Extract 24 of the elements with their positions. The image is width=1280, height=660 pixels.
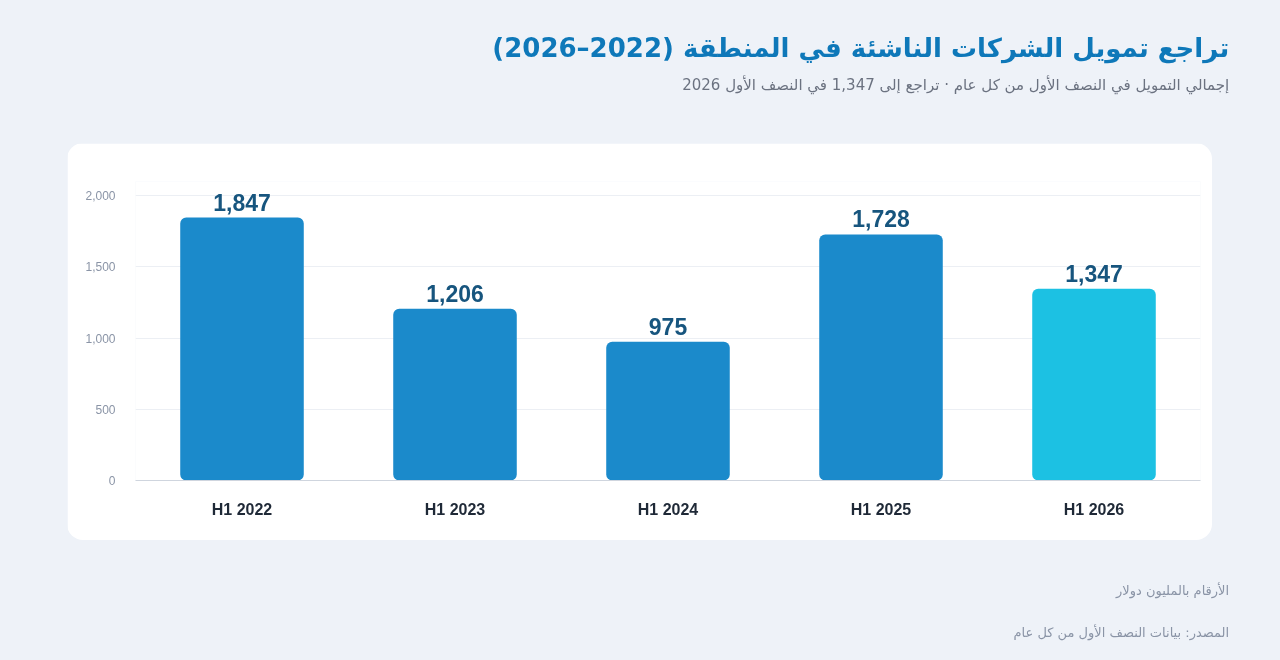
- text: الأرقام بالمليون دولار: [1115, 582, 1230, 599]
- y-tick-label: 1,500: [85, 260, 116, 275]
- y-tick-label: 1,000: [85, 331, 116, 346]
- x-tick-label: H1 2024: [637, 500, 699, 518]
- chart-subtitle: إجمالي التمويل في النصف الأول من كل عام · تراجع إلى 1,347 في النصف الأول 2026: [682, 74, 1230, 95]
- text: المصدر: بيانات النصف الأول من كل عام: [1013, 624, 1230, 641]
- bar: [393, 308, 517, 481]
- bar: [606, 341, 730, 481]
- x-tick-label: H1 2026: [1063, 500, 1125, 518]
- data-label: 1,347: [1065, 260, 1123, 287]
- bar: [180, 217, 304, 481]
- data-label: 1,847: [213, 189, 271, 216]
- y-tick-label: 500: [95, 402, 116, 417]
- bar: [1032, 288, 1156, 481]
- x-tick-label: H1 2023: [424, 500, 486, 518]
- y-tick-label: 2,000: [85, 189, 116, 204]
- x-tick-label: H1 2025: [850, 500, 912, 518]
- data-label: 975: [648, 313, 688, 340]
- x-tick-label: H1 2022: [211, 500, 273, 518]
- bar: [819, 234, 943, 481]
- y-tick-label: 0: [108, 474, 116, 488]
- data-label: 1,728: [852, 206, 910, 233]
- data-label: 1,206: [426, 280, 484, 307]
- chart-title: تراجع تمويل الشركات الناشئة في المنطقة (2022–2026): [492, 32, 1230, 64]
